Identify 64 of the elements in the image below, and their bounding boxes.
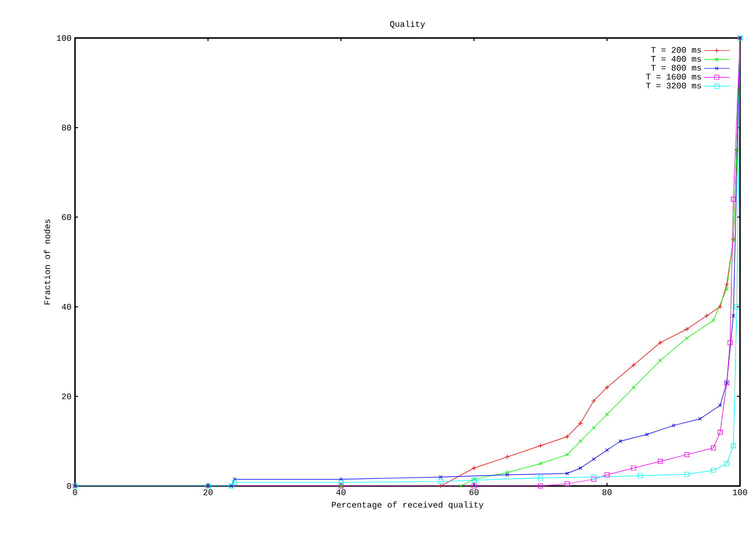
y-tick-label: 0 [67,483,72,489]
point [631,362,636,368]
point [710,445,716,450]
legend-label: T = 800 ms [651,64,701,71]
point [718,403,722,408]
point [734,304,740,310]
point [438,475,443,479]
point [638,473,643,478]
point [472,466,476,471]
y-tick-label: 40 [62,304,72,310]
point [645,432,649,436]
point [730,443,736,448]
point [684,452,690,458]
point [712,318,716,322]
x-tick-label: 20 [204,489,213,496]
point [438,479,444,484]
x-tick-label: 100 [732,489,748,496]
x-axis-title: Percentage of received quality [332,501,484,510]
legend-label: T = 200 ms [651,47,701,53]
x-tick-label: 80 [602,489,612,496]
point [338,480,344,485]
point [592,426,596,430]
y-axis-title: Fraction of nodes [44,219,50,304]
legend-label: T = 1600 ms [646,74,701,80]
point [730,196,736,202]
legend-label: T = 400 ms [651,56,701,62]
chart-title: Quality [390,20,426,29]
y-tick-label: 100 [56,35,72,41]
point [604,472,610,478]
x-tick-label: 40 [336,489,346,496]
point [732,314,736,318]
point [564,481,570,486]
point [605,448,609,452]
point [505,470,510,474]
point [684,336,689,340]
x-tick-label: 60 [470,489,479,496]
y-tick-label: 20 [62,394,72,400]
point [538,475,543,480]
point [724,287,729,291]
point [710,468,716,473]
legend-label: T = 3200 ms [646,82,701,88]
point [578,439,582,444]
point [718,430,723,435]
point [718,304,723,310]
point [458,484,463,488]
point [565,472,569,476]
y-tick-label: 60 [62,214,72,220]
point [728,340,733,346]
point [684,472,690,477]
point [538,483,543,488]
point [538,462,542,466]
point [698,416,702,421]
point [724,461,730,466]
x-tick-label: 0 [72,489,78,496]
point [472,483,476,488]
point [538,443,543,448]
point [605,412,609,416]
point [631,466,636,471]
y-tick-label: 80 [62,124,72,130]
point [232,480,238,485]
point [604,384,610,390]
point [658,458,663,464]
point [592,457,596,461]
point [658,358,662,362]
